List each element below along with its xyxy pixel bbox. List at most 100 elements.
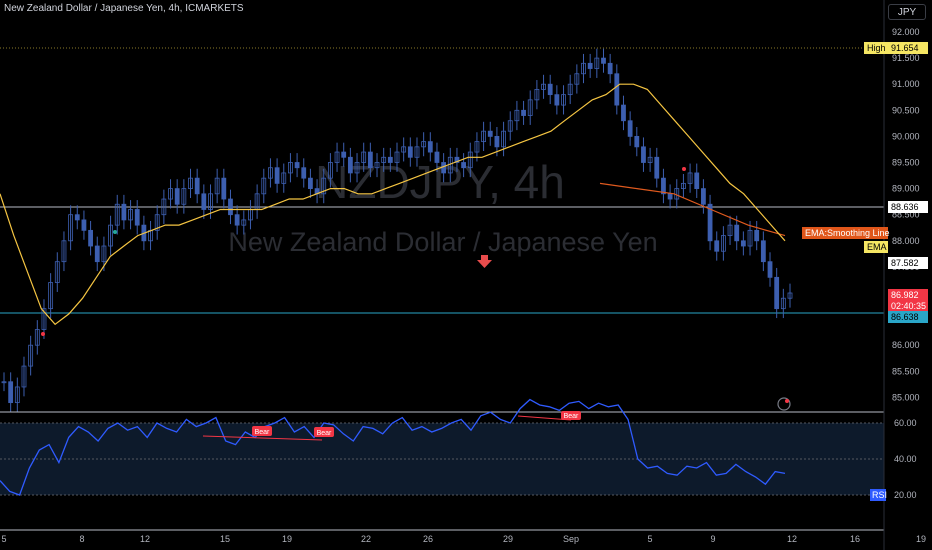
candle [108, 215, 113, 256]
watermark-name: New Zealand Dollar / Japanese Yen [228, 227, 657, 257]
candle [367, 142, 373, 178]
candle [308, 168, 313, 198]
candle [181, 179, 187, 214]
time-tick-label: 9 [710, 534, 715, 544]
current-price-label: 86.982 [888, 289, 928, 301]
candle [474, 132, 480, 162]
time-tick-label: 29 [503, 534, 513, 544]
candle [68, 205, 74, 251]
candle [334, 142, 340, 172]
candle [767, 252, 773, 287]
candle [561, 85, 566, 115]
candle [701, 179, 706, 214]
candle [387, 147, 393, 172]
time-tick-label: 12 [787, 534, 797, 544]
level-label-1: 88.636 [888, 201, 928, 213]
time-tick-label: 26 [423, 534, 433, 544]
candle [288, 153, 293, 183]
symbol-title[interactable]: New Zealand Dollar / Japanese Yen, 4h, I… [4, 3, 244, 14]
price-axis[interactable]: 92.000 91.500 91.000 90.500 90.000 89.500 89.0… [892, 27, 920, 402]
candle [760, 231, 766, 272]
candle [521, 100, 526, 125]
replay-icon[interactable] [777, 397, 791, 411]
candle [734, 215, 740, 251]
candle [48, 273, 54, 319]
candle [681, 173, 686, 198]
candle [627, 111, 633, 146]
candle [327, 153, 333, 188]
candle [234, 205, 240, 235]
candle [740, 231, 746, 256]
time-tick-label: 5 [1, 534, 6, 544]
candle [607, 53, 613, 84]
candle [514, 100, 520, 131]
time-tick-label: 19 [282, 534, 292, 544]
price-tick-label: 90.500 [892, 105, 920, 115]
candle [567, 74, 573, 105]
candle [547, 74, 553, 105]
candle [780, 288, 786, 319]
ema-tag: EMA [864, 241, 888, 253]
rsi-tag: RSI [870, 489, 888, 501]
candle [194, 168, 200, 204]
candle [374, 153, 380, 178]
rsi-tick-label: 20.00 [894, 490, 917, 500]
candle [301, 158, 307, 188]
price-tick-label: 90.000 [892, 131, 920, 141]
candle [401, 137, 407, 162]
candle [467, 142, 473, 178]
candle [321, 168, 327, 204]
candle [381, 147, 387, 172]
candle [714, 231, 720, 261]
svg-text:Bear: Bear [564, 413, 579, 420]
time-tick-label: 16 [850, 534, 860, 544]
candle [161, 189, 167, 225]
candle [574, 64, 580, 94]
candle [647, 147, 653, 172]
signal-dot-green [113, 230, 117, 234]
candle [601, 48, 606, 73]
candle [534, 80, 540, 110]
candle [754, 220, 760, 251]
candle [281, 163, 287, 193]
candle [727, 215, 733, 245]
time-axis[interactable]: 5 8 12 15 19 22 26 29 Sep 5 9 12 16 19 [1, 534, 926, 544]
svg-text:Bear: Bear [317, 430, 332, 437]
rsi-line [0, 398, 786, 496]
candle [268, 158, 273, 188]
price-tick-label: 91.500 [892, 53, 920, 63]
candle [74, 205, 80, 230]
bear-label: Bear [252, 426, 272, 436]
price-tick-label: 85.500 [892, 366, 920, 376]
candle [427, 132, 433, 162]
candle [168, 179, 173, 209]
rsi-axis[interactable]: 60.00 40.00 20.00 [894, 418, 917, 500]
candle [421, 132, 427, 157]
bear-divergence-line [202, 435, 323, 441]
arrow-down-icon [477, 255, 492, 268]
time-tick-label: Sep [563, 534, 579, 544]
price-tick-label: 89.000 [892, 184, 920, 194]
candle [81, 210, 87, 240]
candle [34, 320, 40, 355]
time-tick-label: 15 [220, 534, 230, 544]
candle [787, 283, 793, 308]
candle [487, 121, 493, 146]
candle [747, 220, 753, 256]
candle [121, 194, 127, 230]
candle [88, 220, 93, 256]
candle [8, 372, 14, 413]
candle [114, 194, 120, 235]
ema-fast-line [0, 83, 786, 326]
candle [527, 90, 533, 125]
candle [134, 200, 140, 235]
candle [661, 168, 666, 204]
bear-label: Bear [314, 427, 334, 437]
candle [541, 74, 546, 99]
signal-dot-red [682, 167, 686, 171]
candle [154, 205, 160, 240]
currency-badge[interactable]: JPY [888, 4, 926, 20]
price-tick-label: 91.000 [892, 79, 920, 89]
time-tick-label: 8 [79, 534, 84, 544]
